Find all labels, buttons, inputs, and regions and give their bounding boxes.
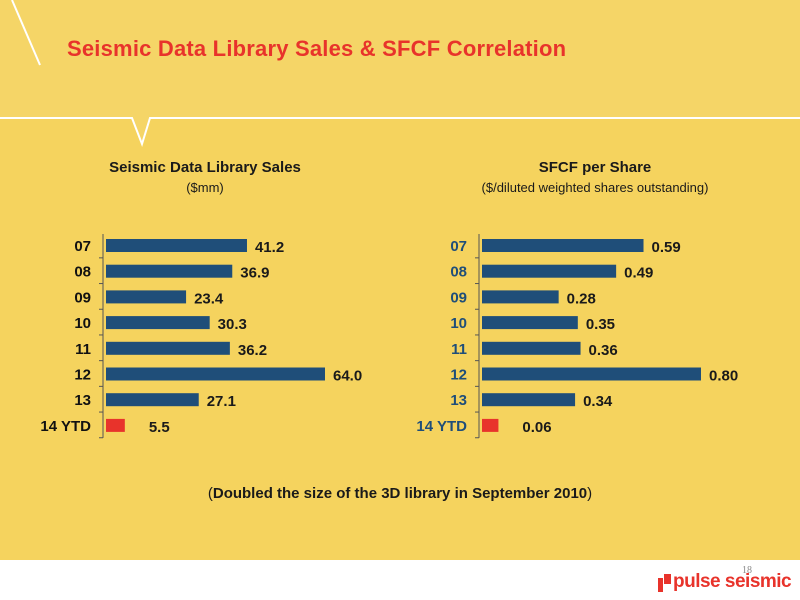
category-label: 09 <box>74 289 91 306</box>
chart-library-sales: Seismic Data Library Sales ($mm) 07 41.2 08 3… <box>40 159 362 439</box>
logo-icon <box>658 574 671 592</box>
data-label: 0.28 <box>567 290 596 307</box>
page-number: 18 <box>742 565 752 576</box>
data-label: 5.5 <box>149 419 170 436</box>
chart-title: Seismic Data Library Sales <box>109 159 301 176</box>
category-label: 14 YTD <box>416 418 467 435</box>
company-logo: pulse seismic <box>658 571 792 594</box>
data-label: 0.59 <box>652 239 681 256</box>
data-label: 41.2 <box>255 239 284 256</box>
category-label: 13 <box>450 392 467 409</box>
bar-highlight <box>482 418 499 432</box>
bar <box>106 239 247 252</box>
bar <box>482 264 617 278</box>
data-label: 27.1 <box>207 393 236 410</box>
chart-subtitle: ($mm) <box>186 180 224 195</box>
bar <box>482 239 644 252</box>
bar <box>106 367 325 381</box>
data-label: 0.34 <box>583 393 613 410</box>
bar <box>482 367 701 381</box>
data-label: 0.35 <box>586 316 615 333</box>
category-label: 13 <box>74 392 91 409</box>
bar <box>482 393 576 407</box>
bar <box>106 341 230 355</box>
category-label: 09 <box>450 289 467 306</box>
chart-subtitle: ($/diluted weighted shares outstanding) <box>482 180 709 195</box>
data-label: 30.3 <box>218 316 247 333</box>
category-label: 12 <box>450 367 467 384</box>
data-label: 0.06 <box>522 419 551 436</box>
footnote: (Doubled the size of the 3D library in S… <box>207 485 593 502</box>
data-label: 0.49 <box>624 265 653 282</box>
category-label: 08 <box>74 264 91 281</box>
category-label: 14 YTD <box>40 418 91 435</box>
category-label: 07 <box>450 238 467 255</box>
category-label: 10 <box>74 315 91 332</box>
footnote-text: Doubled the size of the 3D library in Se… <box>212 485 588 502</box>
bar <box>106 264 233 278</box>
category-label: 10 <box>450 315 467 332</box>
category-label: 11 <box>75 341 91 358</box>
chart-sfcf-per-share: SFCF per Share ($/diluted weighted shares… <box>416 159 738 439</box>
data-label: 0.36 <box>589 342 618 359</box>
slide-title: Seismic Data Library Sales & SFCF Correl… <box>67 36 567 61</box>
data-label: 0.80 <box>709 368 738 385</box>
bar <box>106 393 199 407</box>
bar-highlight <box>106 418 125 432</box>
logo-text: pulse seismic <box>673 571 792 592</box>
chart-title: SFCF per Share <box>539 159 652 176</box>
bar <box>106 316 210 330</box>
data-label: 64.0 <box>333 368 362 385</box>
data-label: 36.9 <box>240 265 269 282</box>
category-label: 07 <box>74 238 91 255</box>
bar <box>482 290 559 304</box>
category-label: 11 <box>451 341 467 358</box>
bar <box>482 341 581 355</box>
data-label: 36.2 <box>238 342 267 359</box>
category-label: 12 <box>74 367 91 384</box>
bar <box>482 316 578 330</box>
bar <box>106 290 187 304</box>
category-label: 08 <box>450 264 467 281</box>
data-label: 23.4 <box>194 290 224 307</box>
